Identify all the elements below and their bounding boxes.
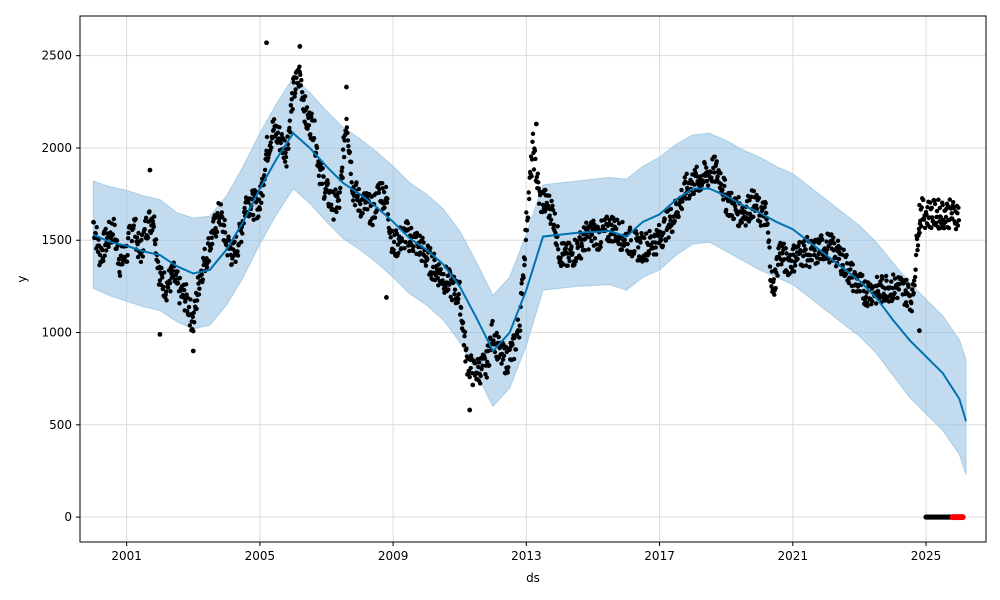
- y-tick-label: 0: [64, 510, 72, 524]
- observed-spike-10: [916, 230, 922, 236]
- observed-point-52: [437, 264, 449, 295]
- observed-point-5: [124, 223, 135, 264]
- observed-spike-9: [916, 328, 922, 334]
- observed-point-85: [657, 216, 668, 250]
- observed-point-79: [617, 219, 628, 252]
- observed-point-17: [204, 228, 215, 270]
- observed-point-19: [217, 202, 229, 247]
- observed-spike-0: [147, 167, 153, 173]
- observed-point-68: [544, 193, 555, 226]
- observed-point-29: [284, 91, 295, 169]
- observed-point-129: [950, 200, 962, 232]
- observed-point-21: [231, 221, 242, 264]
- observed-point-10: [157, 265, 169, 300]
- observed-point-3: [111, 216, 122, 275]
- observed-spike-1: [157, 331, 163, 337]
- x-tick-label: 2001: [111, 549, 142, 563]
- observed-point-96: [730, 195, 742, 229]
- observed-point-65: [524, 139, 535, 233]
- observed-point-100: [757, 199, 768, 228]
- observed-point-38: [344, 116, 355, 196]
- x-tick-label: 2013: [511, 549, 542, 563]
- observed-point-44: [384, 195, 395, 255]
- observed-spike-8: [533, 121, 539, 127]
- observed-spike-6: [384, 295, 389, 300]
- observed-point-63: [510, 317, 522, 362]
- observed-point-86: [664, 206, 675, 240]
- observed-spike-3: [264, 40, 269, 46]
- observed-point-57: [470, 357, 482, 388]
- observed-point-87: [670, 198, 682, 226]
- observed-point-66: [530, 131, 542, 206]
- observed-point-1: [97, 226, 109, 265]
- observed-point-99: [750, 188, 762, 223]
- observed-point-62: [504, 340, 515, 375]
- observed-point-104: [783, 251, 795, 278]
- observed-point-84: [650, 222, 662, 257]
- observed-point-108: [810, 237, 822, 266]
- observed-point-55: [457, 279, 469, 364]
- observed-point-106: [797, 238, 808, 269]
- x-axis-ticks: 2001 2005 2009 2013 2017 2021 2025: [111, 542, 941, 563]
- x-axis-label: ds: [526, 571, 540, 585]
- observed-point-92: [704, 157, 715, 188]
- observed-point-14: [184, 292, 195, 333]
- x-tick-label: 2009: [378, 549, 409, 563]
- observed-point-123: [910, 226, 922, 297]
- highlight-point: [959, 514, 966, 521]
- observed-point-125: [923, 199, 935, 231]
- observed-point-127: [937, 200, 948, 231]
- y-axis-ticks: 0 500 1000 1500 2000 2500: [41, 49, 80, 524]
- observed-point-53: [444, 266, 455, 303]
- x-tick-label: 2005: [245, 549, 276, 563]
- y-tick-label: 1500: [41, 233, 72, 247]
- y-tick-label: 2000: [41, 141, 72, 155]
- observed-point-110: [823, 231, 835, 265]
- observed-point-27: [271, 117, 282, 145]
- observed-point-103: [777, 240, 788, 275]
- observed-point-77: [604, 214, 615, 244]
- y-tick-label: 500: [49, 418, 72, 432]
- observed-spike-4: [297, 44, 303, 49]
- y-axis-label: y: [15, 275, 29, 282]
- observed-point-126: [930, 197, 942, 231]
- observed-point-42: [370, 182, 382, 220]
- y-tick-label: 2500: [41, 49, 72, 63]
- observed-spike-2: [190, 348, 196, 354]
- observed-point-8: [144, 209, 155, 241]
- observed-point-93: [710, 154, 722, 185]
- observed-point-6: [131, 216, 142, 260]
- observed-point-26: [264, 119, 275, 163]
- observed-point-28: [277, 132, 289, 164]
- y-tick-label: 1000: [41, 326, 72, 340]
- observed-point-91: [697, 160, 708, 192]
- x-tick-label: 2017: [644, 549, 675, 563]
- observed-point-45: [390, 228, 402, 259]
- observed-points: [91, 40, 962, 520]
- highlight-points: [949, 514, 966, 521]
- observed-point-105: [790, 243, 802, 274]
- plot-frame: [79, 15, 987, 543]
- observed-spike-7: [467, 407, 473, 413]
- observed-point-0: [91, 219, 102, 268]
- forecast-line: [92, 131, 967, 422]
- observed-point-43: [377, 181, 389, 211]
- observed-point-15: [191, 275, 202, 334]
- x-tick-label: 2021: [778, 549, 809, 563]
- observed-point-97: [737, 201, 748, 228]
- observed-point-115: [857, 271, 868, 308]
- observed-point-71: [564, 240, 575, 268]
- observed-point-58: [477, 352, 489, 386]
- x-tick-label: 2025: [911, 549, 942, 563]
- observed-point-122: [903, 277, 915, 314]
- observed-spike-5: [344, 84, 349, 90]
- observed-point-102: [770, 246, 782, 297]
- observed-point-13: [177, 275, 189, 313]
